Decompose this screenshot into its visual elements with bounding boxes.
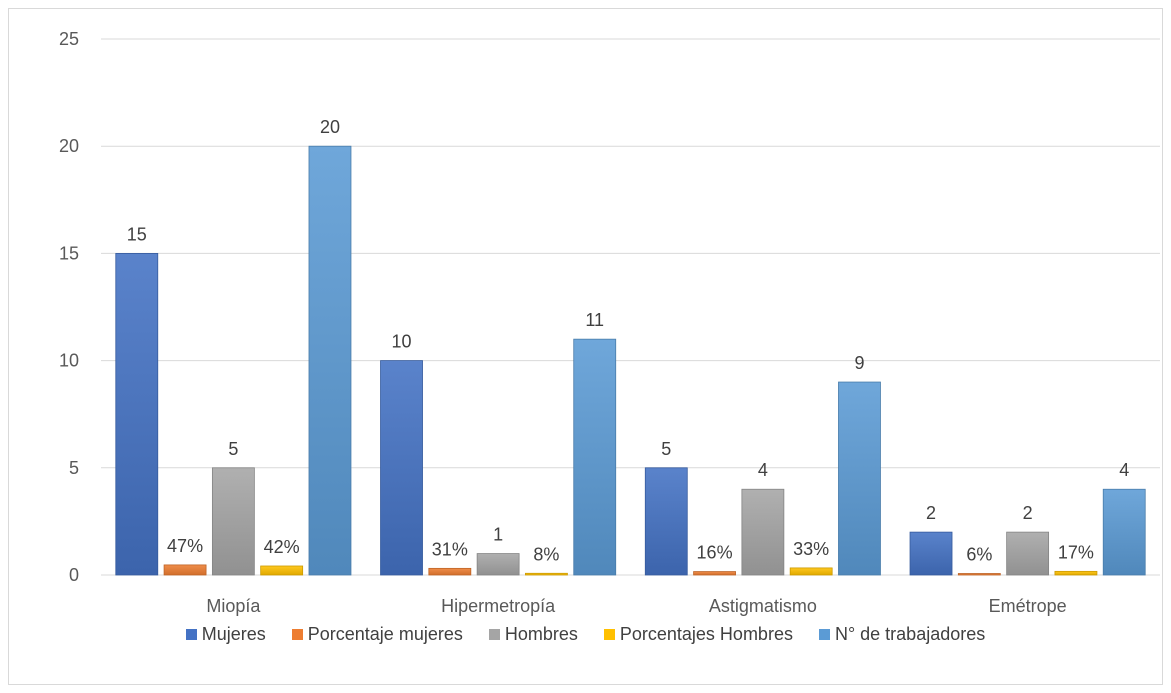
data-label: 9 <box>854 353 864 373</box>
data-label: 2 <box>926 503 936 523</box>
data-label: 16% <box>697 543 733 563</box>
x-tick-label: Emétrope <box>989 596 1067 616</box>
bar-hombres <box>476 553 520 576</box>
legend-label: Hombres <box>504 623 578 644</box>
legend-label: Porcentajes Hombres <box>619 623 793 644</box>
data-label: 5 <box>228 439 238 459</box>
bar-n-de-trabajadores <box>1102 488 1146 576</box>
x-tick-label: Miopía <box>206 596 261 616</box>
y-tick-label: 15 <box>59 243 79 263</box>
bar-porcentaje-mujeres <box>957 573 1001 576</box>
legend-item: N° de trabajadores <box>818 623 986 645</box>
chart-legend: Mujeres Porcentaje mujeres Hombres Porcenta… <box>0 620 1171 648</box>
bar-n-de-trabajadores <box>573 338 617 576</box>
legend-swatch <box>603 628 615 640</box>
y-tick-label: 25 <box>59 29 79 49</box>
bar-hombres <box>211 467 255 576</box>
bar-n-de-trabajadores <box>838 381 881 576</box>
legend-swatch <box>185 628 197 640</box>
data-label: 42% <box>264 537 300 557</box>
data-label: 31% <box>432 539 468 559</box>
data-label: 4 <box>758 460 768 480</box>
data-label: 15 <box>127 224 147 244</box>
bar-n-de-trabajadores <box>308 145 352 576</box>
bar-mujeres <box>115 252 159 576</box>
data-label: 5 <box>661 439 671 459</box>
data-label: 2 <box>1023 503 1033 523</box>
legend-label: Mujeres <box>201 623 266 644</box>
bar-porcentaje-mujeres <box>163 564 207 576</box>
x-tick-label: Astigmatismo <box>709 596 817 616</box>
bar-mujeres <box>644 467 688 576</box>
data-label: 47% <box>167 536 203 556</box>
bar-porcentaje-mujeres <box>693 571 736 576</box>
y-tick-label: 20 <box>59 136 79 156</box>
bar-mujeres <box>380 360 423 576</box>
data-label: 6% <box>966 545 992 565</box>
data-label: 33% <box>793 539 829 559</box>
legend-swatch <box>488 628 500 640</box>
data-label: 10 <box>392 332 412 352</box>
bar-porcentajes-hombres <box>1054 570 1098 576</box>
bar-porcentaje-mujeres <box>428 567 472 576</box>
bar-porcentajes-hombres <box>525 572 568 576</box>
legend-item: Hombres <box>488 623 578 645</box>
y-tick-label: 0 <box>69 565 79 585</box>
data-label: 20 <box>320 117 340 137</box>
legend-swatch <box>818 628 830 640</box>
data-label: 1 <box>493 525 503 545</box>
bar-porcentajes-hombres <box>260 565 304 576</box>
data-label: 11 <box>585 310 604 330</box>
legend-swatch <box>291 628 303 640</box>
data-label: 17% <box>1058 542 1094 562</box>
y-tick-label: 10 <box>59 351 79 371</box>
legend-item: Porcentajes Hombres <box>603 623 793 645</box>
bar-hombres <box>741 488 785 576</box>
data-label: 4 <box>1119 460 1129 480</box>
bar-mujeres <box>909 531 953 576</box>
legend-item: Porcentaje mujeres <box>291 623 463 645</box>
bar-hombres <box>1006 531 1050 576</box>
legend-label: N° de trabajadores <box>834 623 986 644</box>
x-tick-label: Hipermetropía <box>441 596 556 616</box>
legend-item: Mujeres <box>185 623 266 645</box>
legend-label: Porcentaje mujeres <box>307 623 463 644</box>
data-label: 8% <box>533 544 559 564</box>
y-tick-label: 5 <box>69 458 79 478</box>
bar-porcentajes-hombres <box>789 567 833 576</box>
